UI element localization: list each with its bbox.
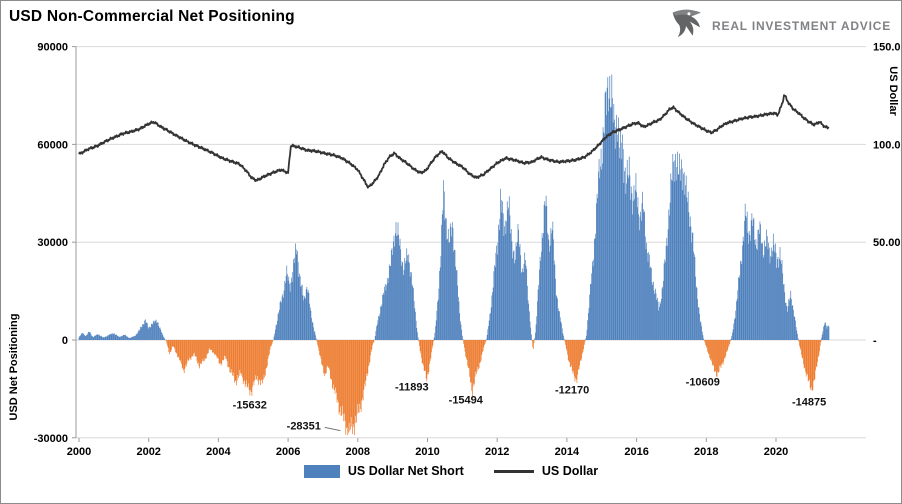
annotation-leader-line xyxy=(324,426,341,432)
annotation--15632: -15632 xyxy=(233,400,267,412)
falcon-logo-icon xyxy=(668,6,704,45)
x-tick-label: 2016 xyxy=(624,446,648,458)
x-tick-label: 2008 xyxy=(346,446,370,458)
annotation--15494: -15494 xyxy=(449,394,484,406)
left-tick-label: 90000 xyxy=(37,42,68,54)
x-tick-label: 2018 xyxy=(694,446,718,458)
right-tick-label: - xyxy=(873,335,877,347)
annotation--10609: -10609 xyxy=(686,377,720,389)
axes xyxy=(72,46,777,442)
left-tick-label: 0 xyxy=(62,335,68,347)
x-tick-label: 2002 xyxy=(136,446,160,458)
annotation--12170: -12170 xyxy=(555,385,589,397)
chart-title: USD Non-Commercial Net Positioning xyxy=(9,8,295,25)
x-tick-label: 2020 xyxy=(764,446,788,458)
chart-legend: US Dollar Net Short US Dollar xyxy=(1,464,901,478)
annotation--11893: -11893 xyxy=(395,381,429,393)
us-dollar-line xyxy=(78,94,830,189)
legend-label-net-short: US Dollar Net Short xyxy=(347,464,464,478)
net-short-bars xyxy=(78,74,830,436)
right-tick-label: 150.00 xyxy=(873,42,902,54)
legend-label-us-dollar: US Dollar xyxy=(541,464,599,478)
x-tick-label: 2000 xyxy=(67,446,91,458)
right-tick-label: 100.00 xyxy=(873,139,902,151)
legend-item-us-dollar: US Dollar xyxy=(493,464,599,478)
left-tick-label: 60000 xyxy=(37,139,68,151)
annotation--28351: -28351 xyxy=(287,421,321,433)
right-tick-label: 50.00 xyxy=(873,237,901,249)
legend-bar-swatch xyxy=(303,464,340,478)
legend-item-net-short: US Dollar Net Short xyxy=(303,464,464,478)
x-tick-label: 2004 xyxy=(206,446,231,458)
x-tick-label: 2012 xyxy=(485,446,509,458)
x-tick-label: 2006 xyxy=(276,446,300,458)
brand-name: Real Investment Advice xyxy=(712,18,891,33)
annotations: -15632 -28351 -11893 -15494 -12170 -10609 -148… xyxy=(233,377,827,433)
left-tick-label: 30000 xyxy=(37,237,68,249)
brand-logo: Real Investment Advice xyxy=(668,6,891,45)
annotation--14875: -14875 xyxy=(792,397,826,409)
x-tick-label: 2010 xyxy=(415,446,439,458)
left-tick-label: -30000 xyxy=(34,433,68,445)
left-axis-title: USD Net Positioning xyxy=(8,314,20,421)
legend-line-swatch xyxy=(493,469,534,473)
axis-tick-labels: 90000 60000 30000 0 -30000 150.00 100.00 50.00 -… xyxy=(34,42,902,458)
right-axis-title: US Dollar xyxy=(887,66,899,116)
x-tick-label: 2014 xyxy=(555,446,580,458)
